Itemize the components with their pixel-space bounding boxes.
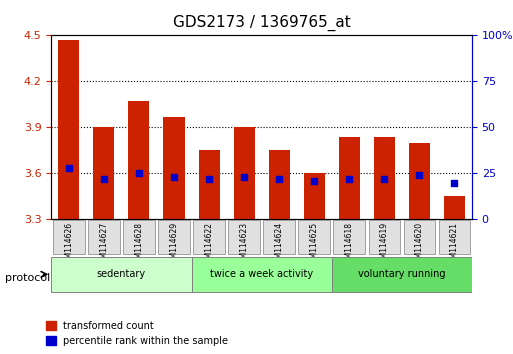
FancyBboxPatch shape xyxy=(193,220,225,254)
Text: GSM114624: GSM114624 xyxy=(274,222,284,268)
FancyBboxPatch shape xyxy=(123,220,155,254)
Point xyxy=(100,176,108,182)
Text: GSM114620: GSM114620 xyxy=(415,222,424,268)
Bar xyxy=(269,150,290,219)
Text: twice a week activity: twice a week activity xyxy=(210,269,313,279)
Text: voluntary running: voluntary running xyxy=(358,269,446,279)
Text: GSM114621: GSM114621 xyxy=(450,222,459,268)
Bar xyxy=(93,127,114,219)
Bar xyxy=(304,173,325,219)
FancyBboxPatch shape xyxy=(191,257,332,292)
FancyBboxPatch shape xyxy=(51,257,191,292)
Text: GSM114622: GSM114622 xyxy=(205,222,213,268)
Point xyxy=(170,174,178,180)
Point xyxy=(65,165,73,171)
Text: GSM114627: GSM114627 xyxy=(100,222,108,268)
Bar xyxy=(199,150,220,219)
FancyBboxPatch shape xyxy=(228,220,260,254)
Text: GSM114619: GSM114619 xyxy=(380,222,389,268)
Legend: transformed count, percentile rank within the sample: transformed count, percentile rank withi… xyxy=(46,321,228,346)
Bar xyxy=(339,137,360,219)
Text: GSM114618: GSM114618 xyxy=(345,222,354,268)
Bar xyxy=(164,117,185,219)
Bar xyxy=(128,101,149,219)
Text: GSM114629: GSM114629 xyxy=(169,222,179,268)
Bar xyxy=(409,143,430,219)
FancyBboxPatch shape xyxy=(53,220,85,254)
FancyBboxPatch shape xyxy=(263,220,295,254)
FancyBboxPatch shape xyxy=(404,220,435,254)
Text: GSM114623: GSM114623 xyxy=(240,222,249,268)
Bar xyxy=(374,137,395,219)
FancyBboxPatch shape xyxy=(88,220,120,254)
Point xyxy=(310,178,318,184)
Text: GSM114628: GSM114628 xyxy=(134,222,144,268)
Point xyxy=(415,172,423,178)
Point xyxy=(450,180,459,185)
Point xyxy=(205,176,213,182)
FancyBboxPatch shape xyxy=(158,220,190,254)
Point xyxy=(240,174,248,180)
FancyBboxPatch shape xyxy=(333,220,365,254)
Text: protocol: protocol xyxy=(5,273,50,283)
Point xyxy=(345,176,353,182)
Bar xyxy=(58,40,80,219)
Bar xyxy=(233,127,254,219)
Text: GSM114626: GSM114626 xyxy=(64,222,73,268)
Text: GSM114625: GSM114625 xyxy=(310,222,319,268)
FancyBboxPatch shape xyxy=(368,220,400,254)
Point xyxy=(380,176,388,182)
Bar xyxy=(444,196,465,219)
FancyBboxPatch shape xyxy=(439,220,470,254)
Point xyxy=(275,176,283,182)
FancyBboxPatch shape xyxy=(332,257,472,292)
Text: sedentary: sedentary xyxy=(97,269,146,279)
Title: GDS2173 / 1369765_at: GDS2173 / 1369765_at xyxy=(173,15,350,31)
Point xyxy=(135,171,143,176)
FancyBboxPatch shape xyxy=(299,220,330,254)
